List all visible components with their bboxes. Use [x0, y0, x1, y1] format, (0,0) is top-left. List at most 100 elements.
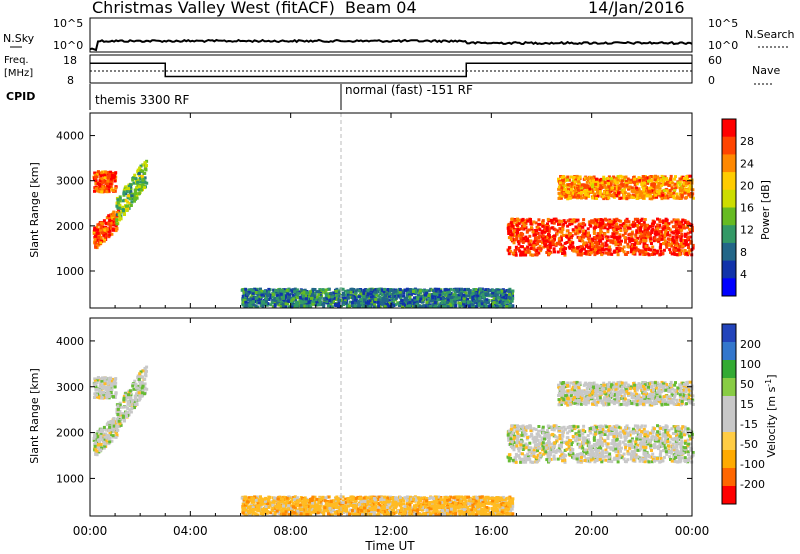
power-echo-cell: [622, 245, 626, 249]
power-echo-cell: [427, 305, 430, 309]
power-echo-cell: [677, 225, 681, 229]
power-echo-cell: [577, 236, 581, 240]
power-echo-cell: [613, 249, 617, 253]
power-echo-cell: [343, 296, 347, 300]
power-echo-cell: [491, 288, 495, 292]
nave-tick-bottom: 0: [708, 74, 715, 87]
power-echo-cell: [678, 189, 682, 193]
power-echo-cell: [432, 289, 435, 293]
power-echo-cell: [627, 187, 631, 191]
power-echo-cell: [127, 194, 130, 198]
power-echo-cell: [578, 175, 582, 179]
power-echo-cell: [610, 177, 613, 181]
power-echo-cell: [566, 219, 570, 223]
power-echo-cell: [668, 248, 672, 252]
power-echo-cell: [383, 305, 387, 309]
power-echo-cell: [638, 191, 642, 195]
power-echo-cell: [303, 304, 307, 308]
power-echo-cell: [388, 298, 392, 302]
power-echo-cell: [533, 236, 537, 240]
power-echo-cell: [623, 235, 627, 239]
power-echo-cell: [644, 189, 648, 193]
power-echo-cell: [131, 178, 135, 182]
power-echo-cell: [531, 253, 535, 257]
power-echo-cell: [654, 231, 658, 234]
power-echo-cell: [639, 228, 642, 232]
power-echo-cell: [315, 290, 319, 294]
power-echo-cell: [568, 196, 572, 200]
power-echo-cell: [408, 295, 412, 299]
power-echo-cell: [619, 196, 623, 200]
power-echo-cell: [342, 302, 346, 306]
power-echo-cell: [669, 174, 673, 178]
power-echo-cell: [596, 232, 600, 236]
power-echo-cell: [595, 244, 599, 248]
power-echo-cell: [438, 293, 442, 297]
power-echo-cell: [677, 220, 681, 224]
velocity-echo-cell: [118, 401, 122, 405]
cpid-segment-1: themis 3300 RF: [95, 93, 189, 107]
power-echo-cell: [259, 304, 263, 308]
power-echo-cell: [265, 303, 269, 307]
power-echo-cell: [670, 252, 674, 256]
power-echo-cell: [575, 227, 579, 230]
power-echo-cell: [653, 178, 657, 182]
power-echo-cell: [516, 226, 520, 230]
power-echo-cell: [629, 250, 633, 254]
velocity-echo-cell: [109, 421, 113, 425]
power-echo-cell: [138, 166, 142, 170]
power-echo-cell: [244, 287, 248, 291]
power-echo-cell: [641, 236, 645, 240]
power-echo-cell: [529, 253, 533, 257]
power-echo-cell: [572, 218, 576, 222]
power-echo-cell: [562, 219, 566, 223]
power-echo-cell: [582, 189, 586, 193]
power-echo-cell: [475, 305, 479, 309]
power-echo-cell: [413, 296, 416, 300]
power-echo-cell: [132, 194, 136, 198]
power-echo-cell: [613, 235, 616, 239]
power-echo-cell: [97, 172, 101, 176]
power-echo-cell: [564, 195, 568, 199]
velocity-echo-cell: [113, 396, 117, 399]
date-title: 14/Jan/2016: [588, 0, 685, 17]
power-echo-cell: [614, 225, 618, 228]
power-echo-cell: [240, 288, 244, 292]
power-echo-cell: [516, 230, 520, 234]
power-echo-cell: [627, 220, 631, 224]
velocity-echoes: [92, 365, 695, 517]
velocity-echo-cell: [138, 372, 142, 376]
power-echo-cell: [544, 237, 548, 241]
power-echo-cell: [302, 302, 306, 306]
power-echo-cell: [516, 228, 520, 231]
power-echo-cell: [548, 235, 551, 239]
power-echo-cell: [577, 227, 581, 231]
power-echo-cell: [336, 293, 340, 297]
velocity-echo-cell: [108, 431, 112, 435]
velocity-echo-cell: [104, 428, 108, 432]
power-echo-cell: [638, 194, 642, 197]
power-echo-cell: [684, 184, 688, 188]
power-echo-cell: [573, 182, 577, 186]
power-echo-cell: [242, 292, 246, 296]
power-echo-cell: [642, 243, 646, 246]
power-echo-cell: [573, 180, 577, 184]
power-echo-cell: [479, 287, 483, 291]
power-echo-cell: [241, 301, 245, 304]
power-echo-cell: [640, 191, 644, 195]
power-echo-cell: [501, 298, 505, 302]
power-echo-cell: [425, 300, 429, 304]
power-echo-cell: [568, 218, 572, 222]
power-echo-cell: [102, 219, 106, 223]
power-echo-cell: [386, 303, 389, 307]
power-echo-cell: [555, 232, 559, 236]
power-echo-cell: [496, 305, 500, 309]
velocity-echo-cell: [141, 375, 145, 379]
power-echo-cell: [124, 204, 128, 208]
power-echo-cell: [427, 289, 431, 293]
power-echo-cell: [581, 239, 585, 243]
power-echo-cell: [638, 235, 642, 239]
power-echo-cell: [632, 223, 636, 227]
velocity-echo-cell: [135, 400, 139, 404]
